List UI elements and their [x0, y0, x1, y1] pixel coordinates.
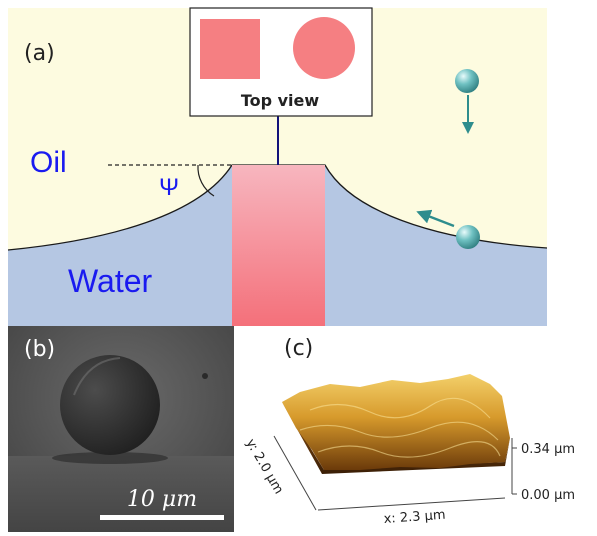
sem-shadow: [52, 452, 168, 464]
top-view-circle: [293, 17, 355, 79]
panel-b-label: (b): [24, 337, 55, 362]
sem-speck: [202, 373, 208, 379]
panel-a: Ψ (a) Oil Water Top view: [7, 7, 548, 326]
scale-bar: [100, 515, 224, 520]
pillar: [232, 165, 325, 326]
particle-interface: [456, 225, 480, 249]
scale-bar-label: 10 μm: [127, 487, 197, 512]
contact-angle-arc: [197, 164, 215, 197]
oil-label: Oil: [30, 146, 67, 179]
top-view-label: Top view: [241, 91, 320, 110]
sem-microsphere: [60, 355, 160, 455]
x-axis-label: x: 2.3 µm: [383, 508, 446, 527]
sem-sphere-highlight: [73, 357, 121, 396]
afm-surface: [282, 374, 510, 470]
particle-interface-arrow: [416, 209, 455, 228]
panel-c: (c) 0.34 µm 0.00 µm x: 2.3 µm y: 2.0 µm: [243, 336, 575, 527]
z-bottom-label: 0.00 µm: [521, 488, 575, 503]
y-axis: [273, 435, 317, 511]
top-view-square: [200, 19, 260, 79]
panel-b: (b) 10 μm: [8, 326, 234, 532]
contact-angle-symbol: Ψ: [159, 174, 179, 201]
z-top-label: 0.34 µm: [521, 442, 575, 457]
particle-top: [455, 69, 479, 93]
water-label: Water: [68, 263, 153, 299]
x-axis: [317, 497, 506, 511]
panel-a-label: (a): [24, 41, 55, 66]
afm-surface-texture: [299, 397, 501, 458]
panel-c-label: (c): [284, 336, 313, 361]
sem-substrate: [8, 456, 234, 532]
